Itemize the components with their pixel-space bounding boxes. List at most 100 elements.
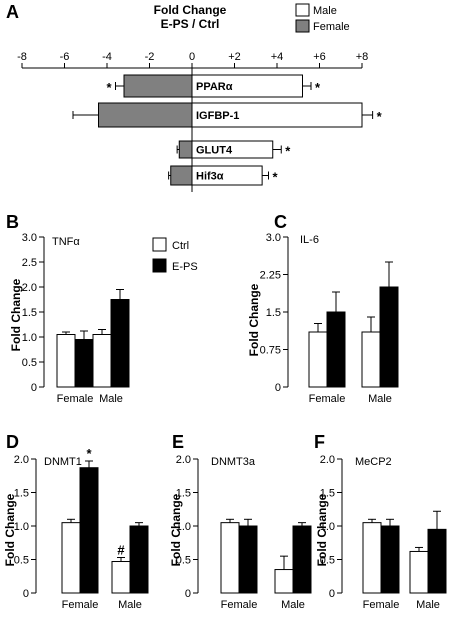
x-tick-label-a: +8 — [356, 51, 369, 63]
legend-label-ctrl: Ctrl — [172, 240, 189, 252]
y-tick-label: 2.0 — [14, 454, 29, 466]
bar-eps — [74, 339, 94, 388]
y-tick-label: 0.5 — [14, 555, 29, 567]
y-tick-label: 2.0 — [176, 454, 191, 466]
y-tick-label: 0 — [329, 588, 335, 600]
panel-label-f: F — [314, 432, 325, 452]
panel-label-c: C — [274, 212, 287, 232]
category-label: Male — [368, 393, 392, 405]
y-tick-label: 0.5 — [320, 555, 335, 567]
y-tick-label: 1.5 — [22, 307, 37, 319]
bar-female — [170, 165, 193, 186]
panel-a-title: Fold Change — [154, 3, 227, 17]
panel-c: C Fold Change IL-6 0 0.75 1.5 2.25 3.0 Female… — [247, 212, 399, 405]
category-label: Male — [416, 599, 440, 611]
category-label: Male — [99, 393, 123, 405]
chart-d: 0 0.5 1.0 1.5 2.0 * Female # Male — [14, 446, 149, 611]
category-label: Female — [309, 393, 346, 405]
bar-ctrl — [274, 569, 294, 594]
y-tick-label: 1.5 — [320, 488, 335, 500]
panel-b: B Fold Change TNFα 0 0.5 1.0 1.5 2.0 2.5 3.0 Fe… — [6, 212, 198, 405]
legend-label-male: Male — [313, 5, 337, 17]
gene-label-a: Hif3α — [196, 171, 224, 183]
bar-ctrl — [56, 334, 76, 388]
bar-ctrl — [92, 334, 112, 388]
x-tick-label-a: +2 — [228, 51, 241, 63]
y-tick-label: 1.0 — [320, 521, 335, 533]
panel-a-subtitle: E-PS / Ctrl — [161, 17, 220, 31]
x-axis-a: -8 -6 -4 -2 0 +2 +4 +6 +8 — [17, 51, 368, 192]
gene-label-f: MeCP2 — [355, 456, 392, 468]
legend-swatch-male — [295, 3, 310, 17]
y-tick-label: 2.25 — [260, 270, 281, 282]
y-tick-label: 2.5 — [22, 257, 37, 269]
bars-a: * * PPARα * IGFBP-1 * GLUT4 * Hif3α — [72, 74, 383, 186]
category-label: Female — [221, 599, 258, 611]
bar-eps — [379, 286, 399, 388]
bar-ctrl — [111, 561, 131, 594]
y-tick-label: 0.5 — [22, 357, 37, 369]
panel-label-d: D — [6, 432, 19, 452]
gene-label-e: DNMT3a — [211, 456, 256, 468]
bar-female — [178, 140, 193, 159]
y-axis-label-c: Fold Change — [247, 283, 261, 356]
legend-label-eps: E-PS — [172, 261, 198, 273]
y-axis-label-d: Fold Change — [3, 493, 17, 566]
legend-swatch-eps — [152, 258, 167, 273]
legend-swatch-female — [295, 19, 310, 33]
bar-eps — [380, 525, 400, 594]
y-tick-label: 3.0 — [266, 232, 281, 244]
legend-swatch-ctrl — [152, 237, 167, 252]
y-tick-label: 1.0 — [22, 332, 37, 344]
bar-eps — [129, 525, 149, 594]
y-axis-label-b: Fold Change — [9, 278, 23, 351]
bar-ctrl — [61, 522, 81, 594]
y-tick-label: 1.5 — [14, 488, 29, 500]
y-tick-label: 0 — [31, 382, 37, 394]
bar-eps — [79, 467, 99, 594]
y-tick-label: 0 — [275, 382, 281, 394]
category-label: Female — [363, 599, 400, 611]
significance-star: * — [107, 80, 113, 95]
panel-e: E Fold Change DNMT3a 0 0.5 1.0 1.5 2.0 Female… — [169, 432, 312, 611]
x-tick-label-a: +4 — [271, 51, 284, 63]
gene-label-c: IL-6 — [300, 234, 319, 246]
y-tick-label: 1.5 — [266, 307, 281, 319]
significance-mark: * — [86, 446, 92, 461]
y-tick-label: 1.0 — [176, 521, 191, 533]
bar-ctrl — [361, 331, 381, 388]
gene-label-d: DNMT1 — [44, 456, 82, 468]
gene-label-a: PPARα — [196, 81, 233, 93]
y-tick-label: 2.0 — [320, 454, 335, 466]
chart-e: 0 0.5 1.0 1.5 2.0 Female Male — [176, 454, 312, 611]
panel-a: A Fold Change E-PS / Ctrl Male Female -8… — [6, 2, 383, 192]
panel-d: D Fold Change DNMT1 0 0.5 1.0 1.5 2.0 * Female… — [3, 432, 149, 611]
y-tick-label: 3.0 — [22, 232, 37, 244]
x-tick-label-a: -8 — [17, 51, 27, 63]
bar-eps — [427, 528, 447, 594]
x-tick-label-a: +6 — [313, 51, 326, 63]
legend-a: Male Female — [295, 3, 350, 33]
chart-b: 0 0.5 1.0 1.5 2.0 2.5 3.0 Female Male — [22, 232, 130, 405]
category-label: Female — [62, 599, 99, 611]
y-tick-label: 0 — [185, 588, 191, 600]
significance-star: * — [377, 109, 383, 124]
panel-f: F Fold Change MeCP2 0 0.5 1.0 1.5 2.0 Female M… — [314, 432, 447, 611]
y-tick-label: 0.75 — [260, 345, 281, 357]
significance-star: * — [315, 80, 321, 95]
significance-star: * — [285, 144, 291, 159]
y-axis-label-f: Fold Change — [315, 493, 329, 566]
category-label: Male — [281, 599, 305, 611]
legend-label-female: Female — [313, 21, 350, 33]
chart-c: 0 0.75 1.5 2.25 3.0 Female Male — [260, 232, 399, 405]
bar-ctrl — [308, 331, 328, 388]
bar-ctrl — [220, 522, 240, 594]
y-tick-label: 1.0 — [14, 521, 29, 533]
category-label: Male — [118, 599, 142, 611]
y-tick-label: 1.5 — [176, 488, 191, 500]
category-label: Female — [57, 393, 94, 405]
y-tick-label: 0 — [23, 588, 29, 600]
y-tick-label: 0.5 — [176, 555, 191, 567]
bar-eps — [238, 525, 258, 594]
